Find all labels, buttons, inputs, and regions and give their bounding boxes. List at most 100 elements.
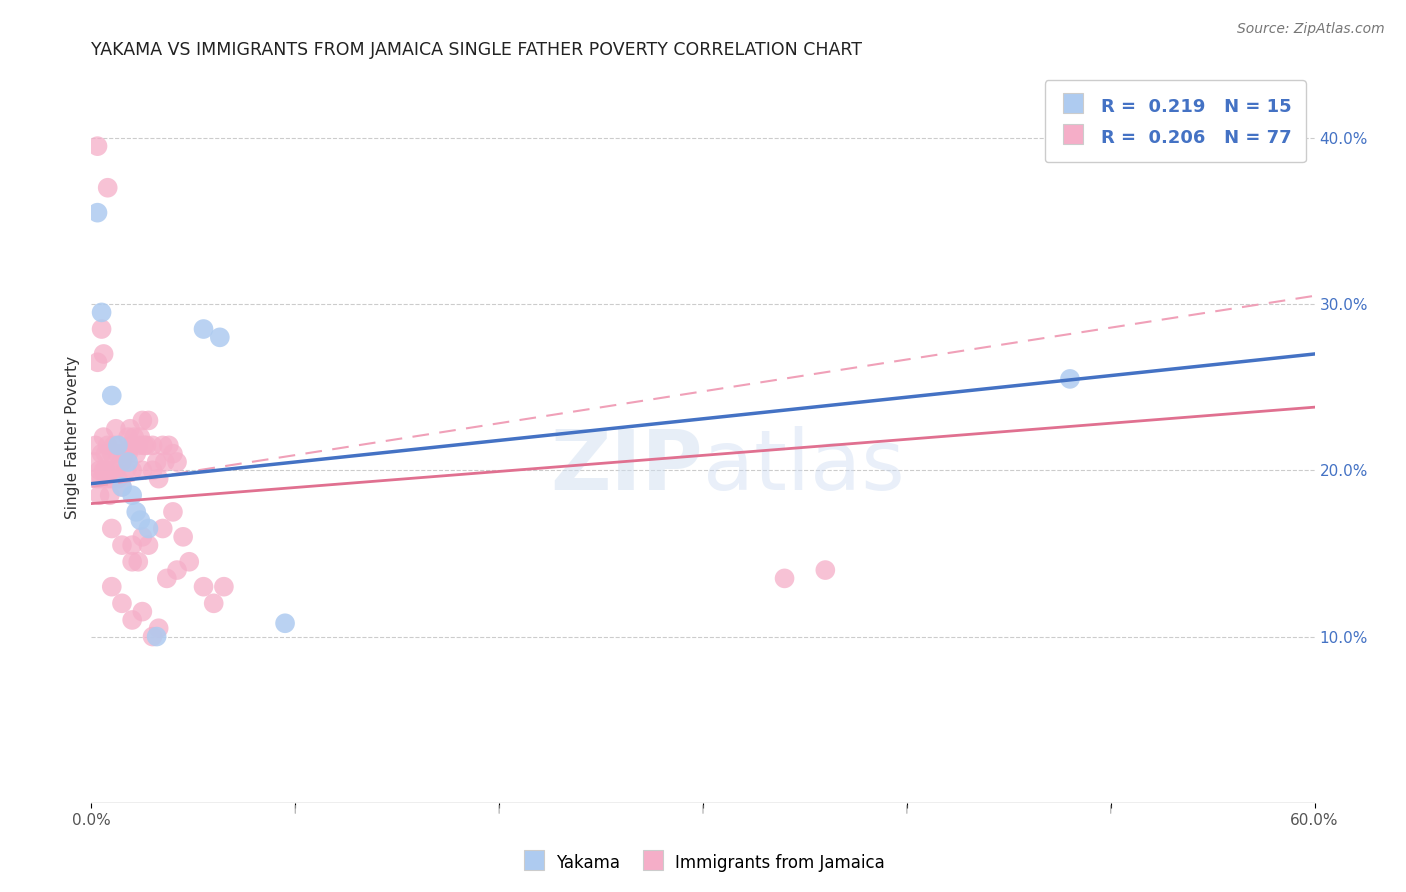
Point: [212, 580, 235, 594]
Point: [101, 472, 124, 486]
Point: [162, 505, 184, 519]
Point: [93, 463, 115, 477]
Point: [89, 463, 111, 477]
Point: [166, 455, 188, 469]
Point: [82, 455, 104, 469]
Point: [152, 521, 174, 535]
Point: [121, 488, 143, 502]
Point: [90, 305, 112, 319]
Legend: Yakama, Immigrants from Jamaica: Yakama, Immigrants from Jamaica: [515, 846, 891, 880]
Point: [179, 555, 201, 569]
Point: [135, 438, 157, 452]
Point: [162, 447, 184, 461]
Point: [115, 463, 138, 477]
Text: atlas: atlas: [703, 425, 904, 507]
Point: [138, 538, 160, 552]
Point: [111, 480, 134, 494]
Point: [129, 430, 152, 444]
Point: [156, 571, 179, 585]
Point: [111, 596, 134, 610]
Point: [121, 613, 143, 627]
Point: [94, 463, 117, 477]
Point: [97, 472, 120, 486]
Point: [153, 455, 176, 469]
Point: [90, 447, 112, 461]
Point: [141, 438, 163, 452]
Point: [97, 438, 120, 452]
Point: [125, 505, 148, 519]
Point: [127, 438, 149, 452]
Point: [145, 630, 167, 644]
Point: [172, 530, 194, 544]
Point: [773, 571, 796, 585]
Point: [101, 447, 124, 461]
Point: [93, 347, 115, 361]
Point: [101, 521, 124, 535]
Point: [86, 139, 108, 153]
Point: [145, 455, 167, 469]
Point: [97, 180, 120, 194]
Point: [104, 463, 127, 477]
Point: [131, 463, 153, 477]
Point: [193, 580, 215, 594]
Point: [120, 422, 142, 436]
Point: [111, 538, 134, 552]
Point: [131, 530, 153, 544]
Point: [117, 447, 139, 461]
Point: [93, 430, 115, 444]
Point: [108, 438, 131, 452]
Point: [84, 438, 107, 452]
Point: [111, 480, 134, 494]
Point: [101, 388, 124, 402]
Point: [101, 580, 124, 594]
Point: [90, 322, 112, 336]
Point: [86, 472, 108, 486]
Point: [107, 438, 129, 452]
Point: [94, 447, 117, 461]
Legend: R =  0.219   N = 15, R =  0.206   N = 77: R = 0.219 N = 15, R = 0.206 N = 77: [1045, 80, 1306, 162]
Point: [111, 455, 134, 469]
Point: [134, 438, 156, 452]
Text: YAKAMA VS IMMIGRANTS FROM JAMAICA SINGLE FATHER POVERTY CORRELATION CHART: YAKAMA VS IMMIGRANTS FROM JAMAICA SINGLE…: [91, 41, 862, 59]
Point: [138, 521, 160, 535]
Point: [166, 563, 188, 577]
Point: [127, 555, 149, 569]
Point: [86, 205, 108, 219]
Point: [121, 463, 143, 477]
Point: [125, 447, 148, 461]
Point: [141, 463, 163, 477]
Point: [193, 322, 215, 336]
Text: ZIP: ZIP: [551, 425, 703, 507]
Point: [98, 463, 121, 477]
Point: [148, 621, 170, 635]
Point: [131, 413, 153, 427]
Point: [117, 455, 139, 469]
Point: [122, 430, 145, 444]
Point: [121, 438, 143, 452]
Point: [121, 555, 143, 569]
Point: [117, 430, 139, 444]
Text: Source: ZipAtlas.com: Source: ZipAtlas.com: [1237, 22, 1385, 37]
Point: [208, 330, 231, 344]
Point: [129, 513, 152, 527]
Point: [121, 538, 143, 552]
Point: [814, 563, 837, 577]
Point: [112, 447, 135, 461]
Point: [202, 596, 225, 610]
Point: [141, 630, 163, 644]
Point: [107, 472, 129, 486]
Point: [131, 605, 153, 619]
Point: [103, 438, 125, 452]
Point: [98, 488, 121, 502]
Point: [1059, 372, 1081, 386]
Point: [107, 447, 129, 461]
Point: [89, 488, 111, 502]
Point: [104, 422, 127, 436]
Point: [274, 616, 297, 631]
Point: [157, 438, 180, 452]
Y-axis label: Single Father Poverty: Single Father Poverty: [65, 356, 80, 518]
Point: [138, 413, 160, 427]
Point: [152, 438, 174, 452]
Point: [86, 355, 108, 369]
Point: [148, 472, 170, 486]
